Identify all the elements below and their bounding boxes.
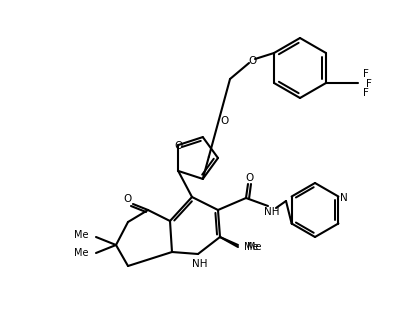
Text: F: F [363, 88, 369, 98]
Text: NH: NH [192, 259, 208, 269]
Text: O: O [248, 56, 256, 66]
Text: Me: Me [244, 242, 259, 252]
Text: F: F [363, 69, 369, 79]
Text: F: F [366, 79, 372, 89]
Text: NH: NH [264, 207, 280, 217]
Text: N: N [339, 192, 347, 202]
Text: O: O [174, 141, 182, 151]
Text: Me: Me [74, 248, 88, 258]
Text: O: O [220, 116, 229, 126]
Text: O: O [123, 194, 131, 204]
Text: Me: Me [247, 242, 261, 252]
Text: O: O [245, 173, 253, 183]
Text: Me: Me [74, 230, 88, 240]
